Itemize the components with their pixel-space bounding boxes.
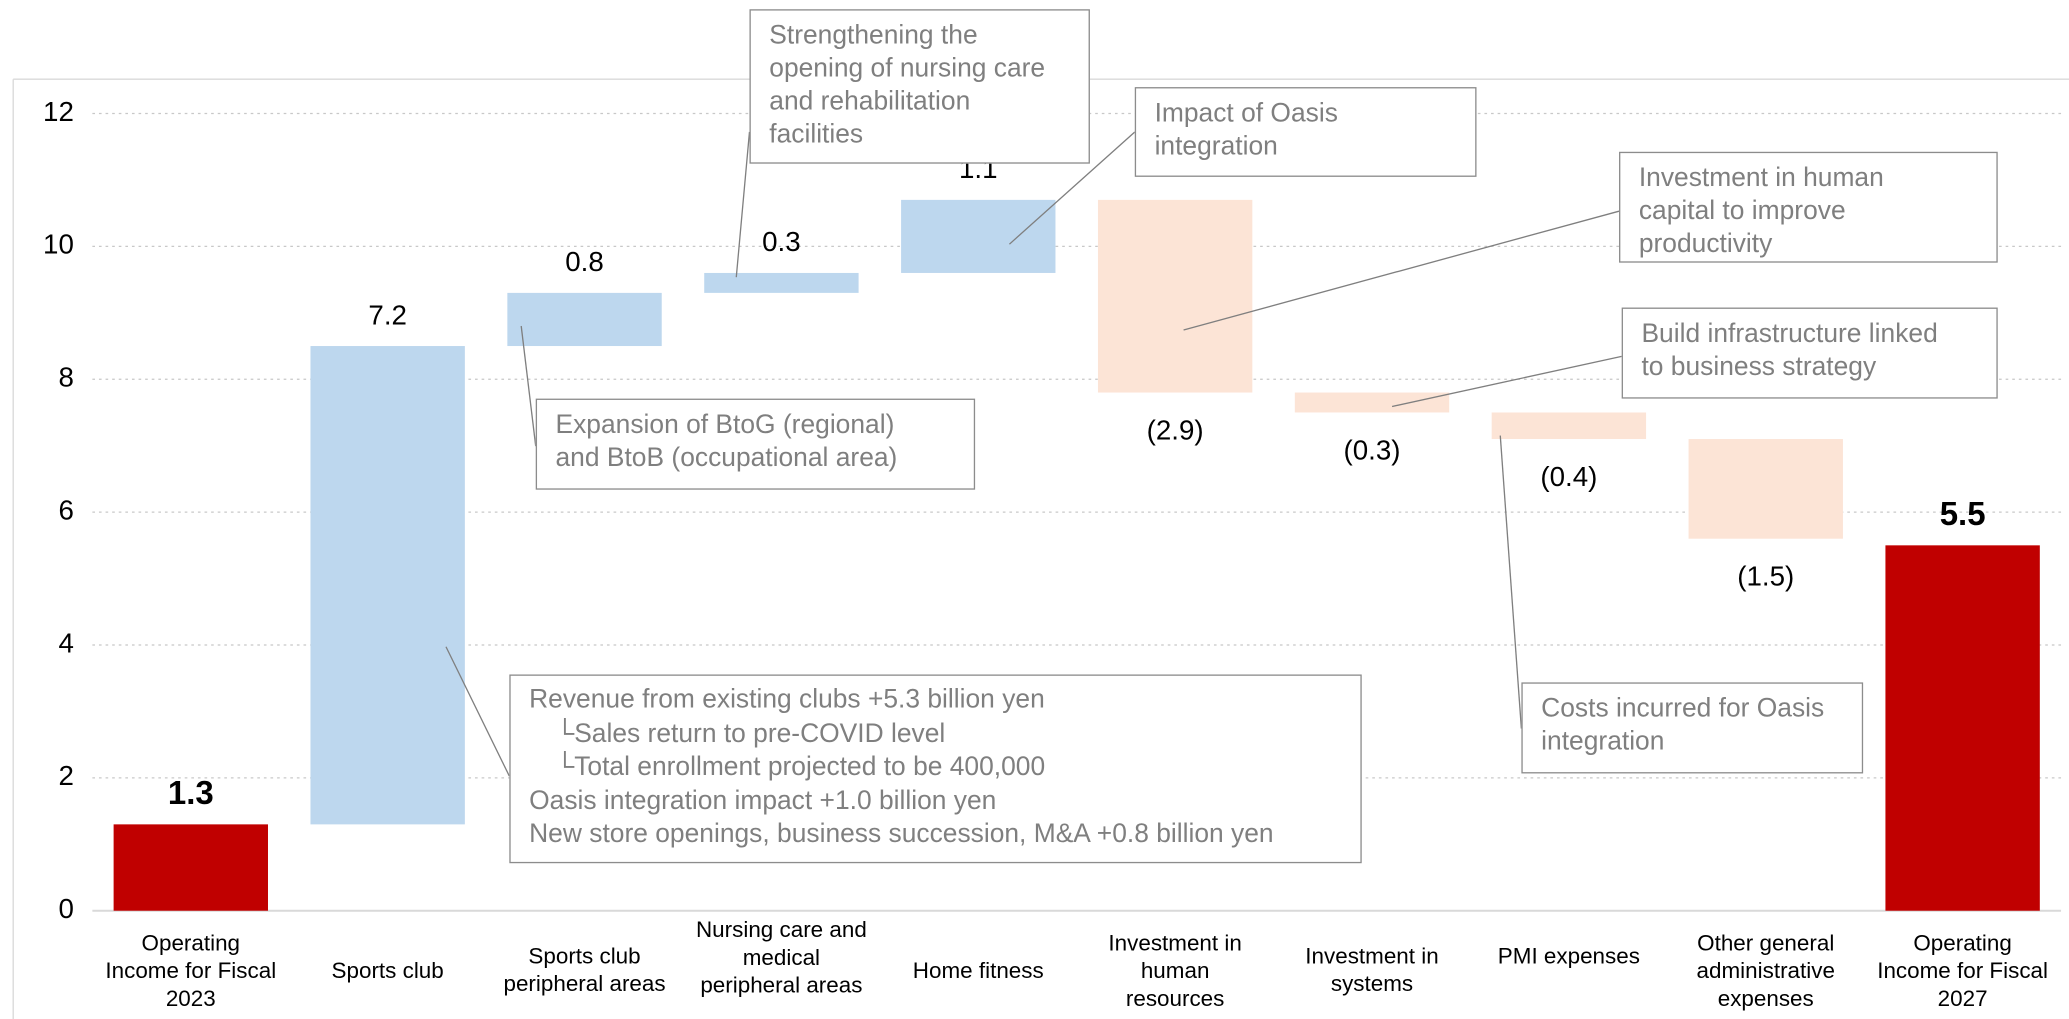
annotation-line: capital to improve bbox=[1638, 196, 1846, 226]
leader-line bbox=[735, 131, 751, 278]
annotation: Revenue from existing clubs +5.3 billion… bbox=[509, 674, 1362, 864]
value-label: 0.8 bbox=[565, 246, 604, 277]
annotation-line: Build infrastructure linked bbox=[1641, 319, 1938, 349]
annotation-line: Revenue from existing clubs +5.3 billion… bbox=[529, 685, 1045, 715]
bar bbox=[901, 199, 1056, 273]
bar bbox=[1097, 199, 1253, 393]
x-tick-label: Other general administrative expenses bbox=[1696, 930, 1835, 1012]
annotation: Build infrastructure linked to business s… bbox=[1621, 307, 1998, 399]
value-label: (0.4) bbox=[1540, 461, 1597, 492]
annotation-line: integration bbox=[1154, 131, 1278, 162]
value-label: 7.2 bbox=[368, 299, 407, 330]
annotation-line: Oasis integration impact +1.0 billion ye… bbox=[529, 786, 997, 816]
bar bbox=[113, 824, 268, 911]
y-tick-label: 10 bbox=[43, 229, 74, 260]
bar bbox=[310, 346, 465, 825]
leader-line bbox=[1499, 435, 1523, 729]
value-label: 0.3 bbox=[762, 226, 801, 257]
annotation: Expansion of BtoG (regional) and BtoB (oc… bbox=[535, 398, 976, 490]
annotation-line: Investment in human bbox=[1638, 163, 1884, 193]
annotation-line: opening of nursing care bbox=[769, 54, 1046, 84]
leader-line bbox=[520, 325, 537, 447]
x-tick-label: PMI expenses bbox=[1497, 943, 1640, 969]
annotation-line: and rehabilitation bbox=[769, 87, 971, 117]
annotation-line: Impact of Oasis bbox=[1154, 98, 1338, 129]
value-label: 5.5 bbox=[1940, 495, 1986, 532]
x-tick-label: Operating Income for Fiscal 2023 bbox=[105, 930, 277, 1012]
y-tick-label: 0 bbox=[58, 893, 73, 924]
x-tick-label: Sports club bbox=[331, 958, 444, 984]
annotation: Strengthening the opening of nursing care… bbox=[749, 9, 1090, 164]
y-tick-label: 12 bbox=[43, 96, 74, 127]
annotation-line: facilities bbox=[769, 120, 864, 150]
annotation: Investment in human capital to improve pro… bbox=[1619, 151, 1998, 263]
x-tick-label: Nursing care and medical peripheral area… bbox=[695, 917, 867, 998]
bar bbox=[1885, 545, 2040, 911]
annotation-line: productivity bbox=[1638, 229, 1773, 259]
x-tick-label: Operating Income for Fiscal 2027 bbox=[1877, 930, 2049, 1012]
bar bbox=[1294, 392, 1450, 413]
value-label: (2.9) bbox=[1147, 414, 1204, 445]
annotation: Impact of Oasis integration bbox=[1134, 87, 1477, 177]
x-tick-label: Sports club peripheral areas bbox=[503, 943, 666, 997]
annotation-line: Costs incurred for Oasis bbox=[1541, 694, 1825, 724]
bar bbox=[1688, 439, 1843, 539]
y-tick-label: 6 bbox=[58, 494, 73, 525]
leader-line bbox=[445, 646, 510, 777]
annotation: Costs incurred for Oasis integration bbox=[1521, 682, 1864, 774]
annotation-line: Strengthening the bbox=[769, 21, 978, 51]
annotation-line: and BtoB (occupational area) bbox=[555, 443, 898, 473]
x-tick-label: Investment in systems bbox=[1305, 943, 1439, 997]
annotation-line: to business strategy bbox=[1641, 352, 1877, 382]
annotation-line: Expansion of BtoG (regional) bbox=[555, 410, 895, 440]
y-tick-label: 4 bbox=[58, 627, 73, 658]
annotation-line: integration bbox=[1541, 727, 1665, 757]
y-tick-label: 2 bbox=[58, 760, 73, 791]
value-label: (0.3) bbox=[1344, 434, 1401, 465]
x-tick-label: Investment in human resources bbox=[1108, 930, 1242, 1012]
x-tick-label: Home fitness bbox=[912, 958, 1044, 984]
annotation-line: New store openings, business succession,… bbox=[529, 819, 1274, 849]
bar bbox=[507, 292, 662, 347]
y-tick-label: 8 bbox=[58, 362, 73, 393]
leader-line bbox=[1391, 355, 1622, 408]
value-label: (1.5) bbox=[1737, 561, 1794, 592]
leader-line bbox=[1183, 210, 1620, 331]
leader-line bbox=[1008, 131, 1136, 245]
annotation-line: └Sales return to pre-COVID level bbox=[529, 718, 946, 748]
bar bbox=[1491, 412, 1647, 440]
annotation-line: └Total enrollment projected to be 400,00… bbox=[529, 752, 1046, 782]
bar bbox=[704, 272, 859, 293]
value-label: 1.3 bbox=[168, 774, 214, 811]
